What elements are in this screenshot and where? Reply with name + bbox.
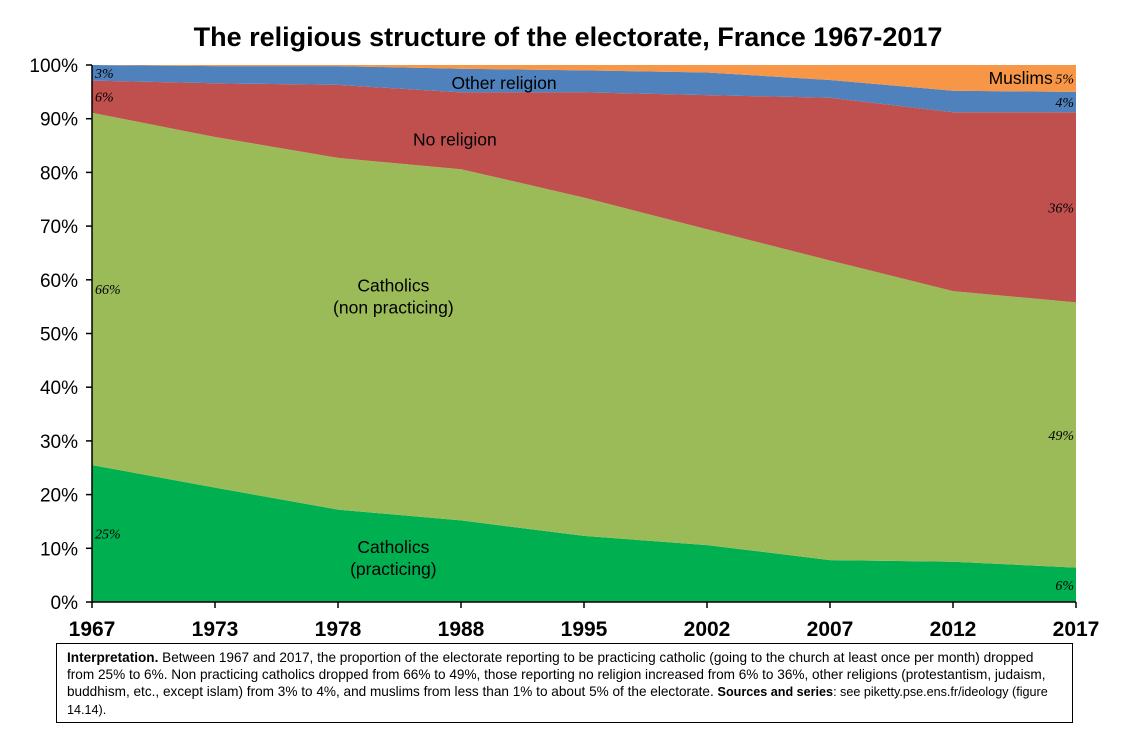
value-label-catholics-non-practicing-2017: 49% [1048, 429, 1074, 444]
note-lead: Interpretation. [67, 650, 159, 665]
x-tick-label: 1988 [438, 618, 485, 640]
value-label-catholics-practicing-2017: 6% [1055, 579, 1074, 594]
value-label-catholics-non-practicing-1967: 66% [95, 283, 121, 298]
series-label-catholics-practicing: Catholics [357, 537, 429, 557]
y-tick-label: 100% [29, 56, 78, 77]
area-catholics-non-practicing [92, 112, 1076, 568]
series-label-other-religion: Other religion [452, 73, 557, 93]
stacked-area-chart: 0% 10% 20% 30% 40% 50% 60% 70% 80% 90% 100% 1967 197… [29, 56, 1099, 640]
chart-axes: 0% 10% 20% 30% 40% 50% 60% 70% 80% 90% 100% 1967 197… [29, 56, 1099, 640]
note-text: Between 1967 and 2017, the proportion of… [67, 650, 1046, 699]
chart-areas [92, 65, 1076, 602]
chart-title: The religious structure of the electorat… [193, 22, 943, 52]
value-labels: 3% 6% 66% 25% 5% 4% 36% 49% 6% [94, 67, 1074, 594]
x-tick-label: 1978 [315, 618, 362, 640]
series-label-catholics-non-practicing: (non practicing) [333, 298, 454, 318]
value-label-other-religion-2017: 4% [1055, 96, 1074, 111]
area-muslims [92, 65, 1076, 92]
x-tick-label: 1967 [69, 618, 116, 640]
x-tick-label: 2017 [1053, 618, 1100, 640]
area-other-religion [92, 65, 1076, 113]
y-tick-label: 30% [40, 432, 78, 453]
value-label-other-religion-1967: 3% [94, 67, 114, 82]
series-label-catholics-non-practicing: Catholics [357, 276, 429, 296]
y-tick-label: 10% [40, 539, 78, 560]
value-label-no-religion-2017: 36% [1047, 201, 1074, 216]
y-tick-label: 50% [40, 325, 78, 346]
y-tick-label: 0% [51, 593, 79, 614]
area-no-religion [92, 80, 1076, 303]
value-label-no-religion-1967: 6% [95, 91, 114, 106]
x-tick-label: 2002 [684, 618, 731, 640]
y-tick-label: 90% [40, 110, 78, 131]
value-label-muslims-2017: 5% [1055, 72, 1074, 87]
interpretation-note: Interpretation. Between 1967 and 2017, t… [56, 643, 1073, 723]
note-sources-label: Sources and series [717, 685, 834, 699]
y-tick-label: 20% [40, 486, 78, 507]
note-sources-text: : see piketty.pse.ens.fr/ideology (figur… [67, 685, 1048, 717]
series-labels: Catholics(practicing)Catholics(non pract… [333, 68, 1053, 579]
series-label-no-religion: No religion [413, 130, 497, 150]
area-catholics-practicing [92, 465, 1076, 602]
x-tick-label: 1973 [192, 618, 239, 640]
series-label-muslims: Muslims [989, 68, 1053, 88]
value-label-catholics-practicing-1967: 25% [95, 528, 121, 543]
y-tick-label: 40% [40, 378, 78, 399]
y-tick-label: 70% [40, 217, 78, 238]
y-tick-label: 60% [40, 271, 78, 292]
x-tick-label: 1995 [561, 618, 608, 640]
x-tick-label: 2007 [807, 618, 854, 640]
series-label-catholics-practicing: (practicing) [350, 559, 437, 579]
x-tick-label: 2012 [930, 618, 977, 640]
y-tick-label: 80% [40, 163, 78, 184]
